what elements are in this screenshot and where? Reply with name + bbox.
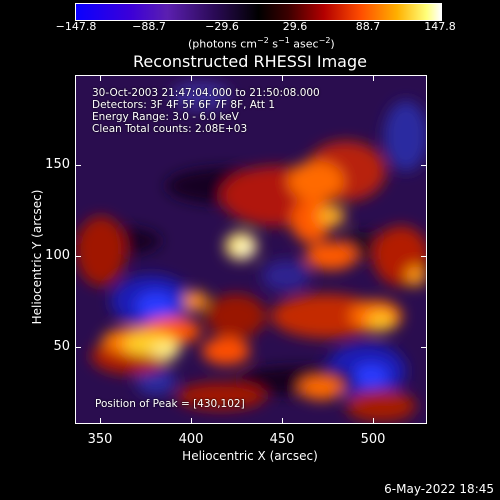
- y-tick-label: 150: [45, 157, 70, 172]
- intensity-region: [152, 343, 180, 359]
- intensity-region: [288, 161, 344, 201]
- colorbar-tick: 147.8: [424, 20, 456, 33]
- plot-frame: [75, 75, 427, 424]
- y-tickmark: [75, 165, 81, 166]
- y-tickmark: [421, 256, 427, 257]
- image-title: Reconstructed RHESSI Image: [133, 52, 367, 71]
- intensity-region: [76, 216, 126, 286]
- clean-counts-text: Clean Total counts: 2.08E+03: [92, 123, 248, 135]
- y-tick-label: 100: [45, 248, 70, 263]
- colorbar-tick: −147.8: [55, 20, 97, 33]
- y-tick-label: 50: [53, 339, 70, 354]
- intensity-region: [136, 367, 176, 395]
- colorbar-tick: 29.6: [282, 20, 308, 33]
- x-tickmark: [191, 418, 192, 424]
- intensity-region: [262, 260, 310, 292]
- energy-range-text: Energy Range: 3.0 - 6.0 keV: [92, 111, 239, 123]
- x-tickmark: [373, 418, 374, 424]
- intensity-region: [236, 241, 252, 255]
- x-tickmark: [100, 75, 101, 81]
- x-tick-label: 350: [87, 432, 113, 447]
- x-tickmark: [100, 418, 101, 424]
- x-tickmark: [373, 75, 374, 81]
- y-tickmark: [75, 347, 81, 348]
- intensity-region: [384, 101, 426, 171]
- x-tick-label: 450: [269, 432, 295, 447]
- colorbar-tick: −29.6: [205, 20, 239, 33]
- intensity-region: [176, 382, 266, 410]
- intensity-region: [271, 294, 381, 338]
- x-axis-title: Heliocentric X (arcsec): [182, 449, 318, 463]
- intensity-region: [299, 376, 343, 400]
- intensity-region: [136, 292, 176, 320]
- intensity-region: [353, 364, 389, 388]
- intensity-region: [202, 337, 250, 365]
- colorbar-tick: 88.7: [355, 20, 381, 33]
- intensity-region: [206, 294, 266, 338]
- rhessi-image: [76, 76, 426, 423]
- time-range-text: 30-Oct-2003 21:47:04.000 to 21:50:08.000: [92, 87, 320, 99]
- intensity-region: [305, 242, 357, 270]
- intensity-region: [346, 390, 416, 422]
- peak-position-text: Position of Peak = [430,102]: [95, 398, 245, 410]
- y-tickmark: [421, 165, 427, 166]
- colorbar-tick: −88.7: [132, 20, 166, 33]
- colorbar: [75, 3, 442, 21]
- intensity-region: [367, 311, 395, 331]
- intensity-region: [184, 291, 208, 311]
- intensity-region: [317, 206, 345, 226]
- footer-date: 6-May-2022 18:45: [384, 482, 494, 496]
- x-tickmark: [191, 75, 192, 81]
- y-axis-title: Heliocentric Y (arcsec): [30, 189, 44, 325]
- y-tickmark: [75, 256, 81, 257]
- detectors-text: Detectors: 3F 4F 5F 6F 7F 8F, Att 1: [92, 99, 276, 111]
- colorbar-unit: (photons cm−2 s−1 asec−2): [188, 36, 335, 51]
- intensity-region: [406, 266, 426, 286]
- y-tickmark: [421, 347, 427, 348]
- x-tick-label: 400: [178, 432, 204, 447]
- x-tickmark: [282, 75, 283, 81]
- x-tickmark: [282, 418, 283, 424]
- intensity-region: [171, 82, 231, 110]
- x-tick-label: 500: [360, 432, 386, 447]
